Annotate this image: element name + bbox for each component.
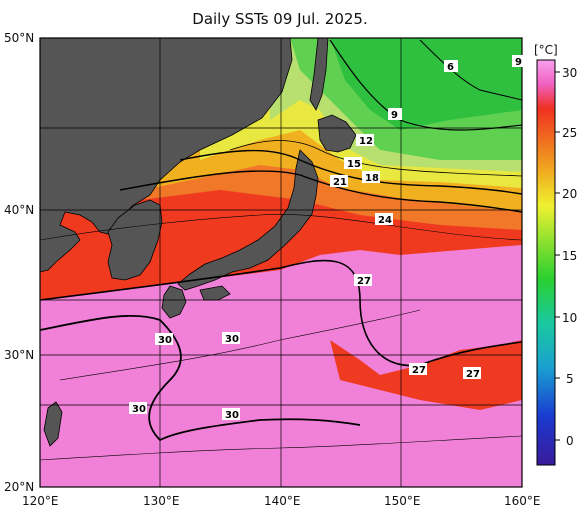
contour-label: 27 — [466, 369, 480, 380]
contour-label: 30 — [158, 335, 172, 346]
lat-tick-label: 20°N — [4, 480, 34, 494]
contour-label: 30 — [132, 404, 146, 415]
contour-label: 30 — [225, 410, 239, 421]
lat-lon-grid — [40, 38, 522, 487]
lon-tick-label: 140°E — [264, 494, 301, 508]
map-title: Daily SSTs 09 Jul. 2025. — [192, 10, 368, 28]
lat-axis: 50°N 40°N 30°N 20°N — [4, 31, 34, 494]
contour-label: 18 — [365, 173, 379, 184]
lon-tick-label: 130°E — [143, 494, 180, 508]
contour-label: 9 — [515, 57, 522, 68]
contour-label: 12 — [359, 136, 373, 147]
colorbar-tick-label: 25 — [562, 126, 577, 140]
colorbar-tick-label: 20 — [562, 187, 577, 201]
colorbar-tick-label: 10 — [562, 311, 577, 325]
contour-label-group: 6 9 9 12 15 18 21 24 27 27 27 30 30 30 3… — [129, 55, 524, 421]
contour-label: 9 — [391, 110, 398, 121]
contour-label: 6 — [447, 62, 454, 73]
contour-label: 27 — [412, 365, 426, 376]
lon-tick-label: 150°E — [384, 494, 421, 508]
colorbar-tick-label: 15 — [562, 249, 577, 263]
contour-label: 24 — [378, 215, 392, 226]
colorbar-unit: [°C] — [534, 43, 558, 57]
colorbar-tick-label: 30 — [562, 66, 577, 80]
colorbar: [°C] 30 25 20 15 10 5 0 — [534, 43, 577, 466]
contour-label: 30 — [225, 334, 239, 345]
lon-tick-label: 120°E — [22, 494, 59, 508]
lon-axis: 120°E 130°E 140°E 150°E 160°E — [22, 494, 541, 508]
colorbar-tick-label: 0 — [566, 434, 574, 448]
map-frame — [39, 37, 523, 488]
contour-label: 21 — [333, 177, 347, 188]
lat-tick-label: 40°N — [4, 203, 34, 217]
lat-tick-label: 30°N — [4, 348, 34, 362]
contour-label: 27 — [357, 276, 371, 287]
colorbar-tick-label: 5 — [566, 372, 574, 386]
lon-tick-label: 160°E — [504, 494, 541, 508]
land — [40, 38, 357, 447]
lat-tick-label: 50°N — [4, 31, 34, 45]
contour-label: 15 — [347, 159, 361, 170]
